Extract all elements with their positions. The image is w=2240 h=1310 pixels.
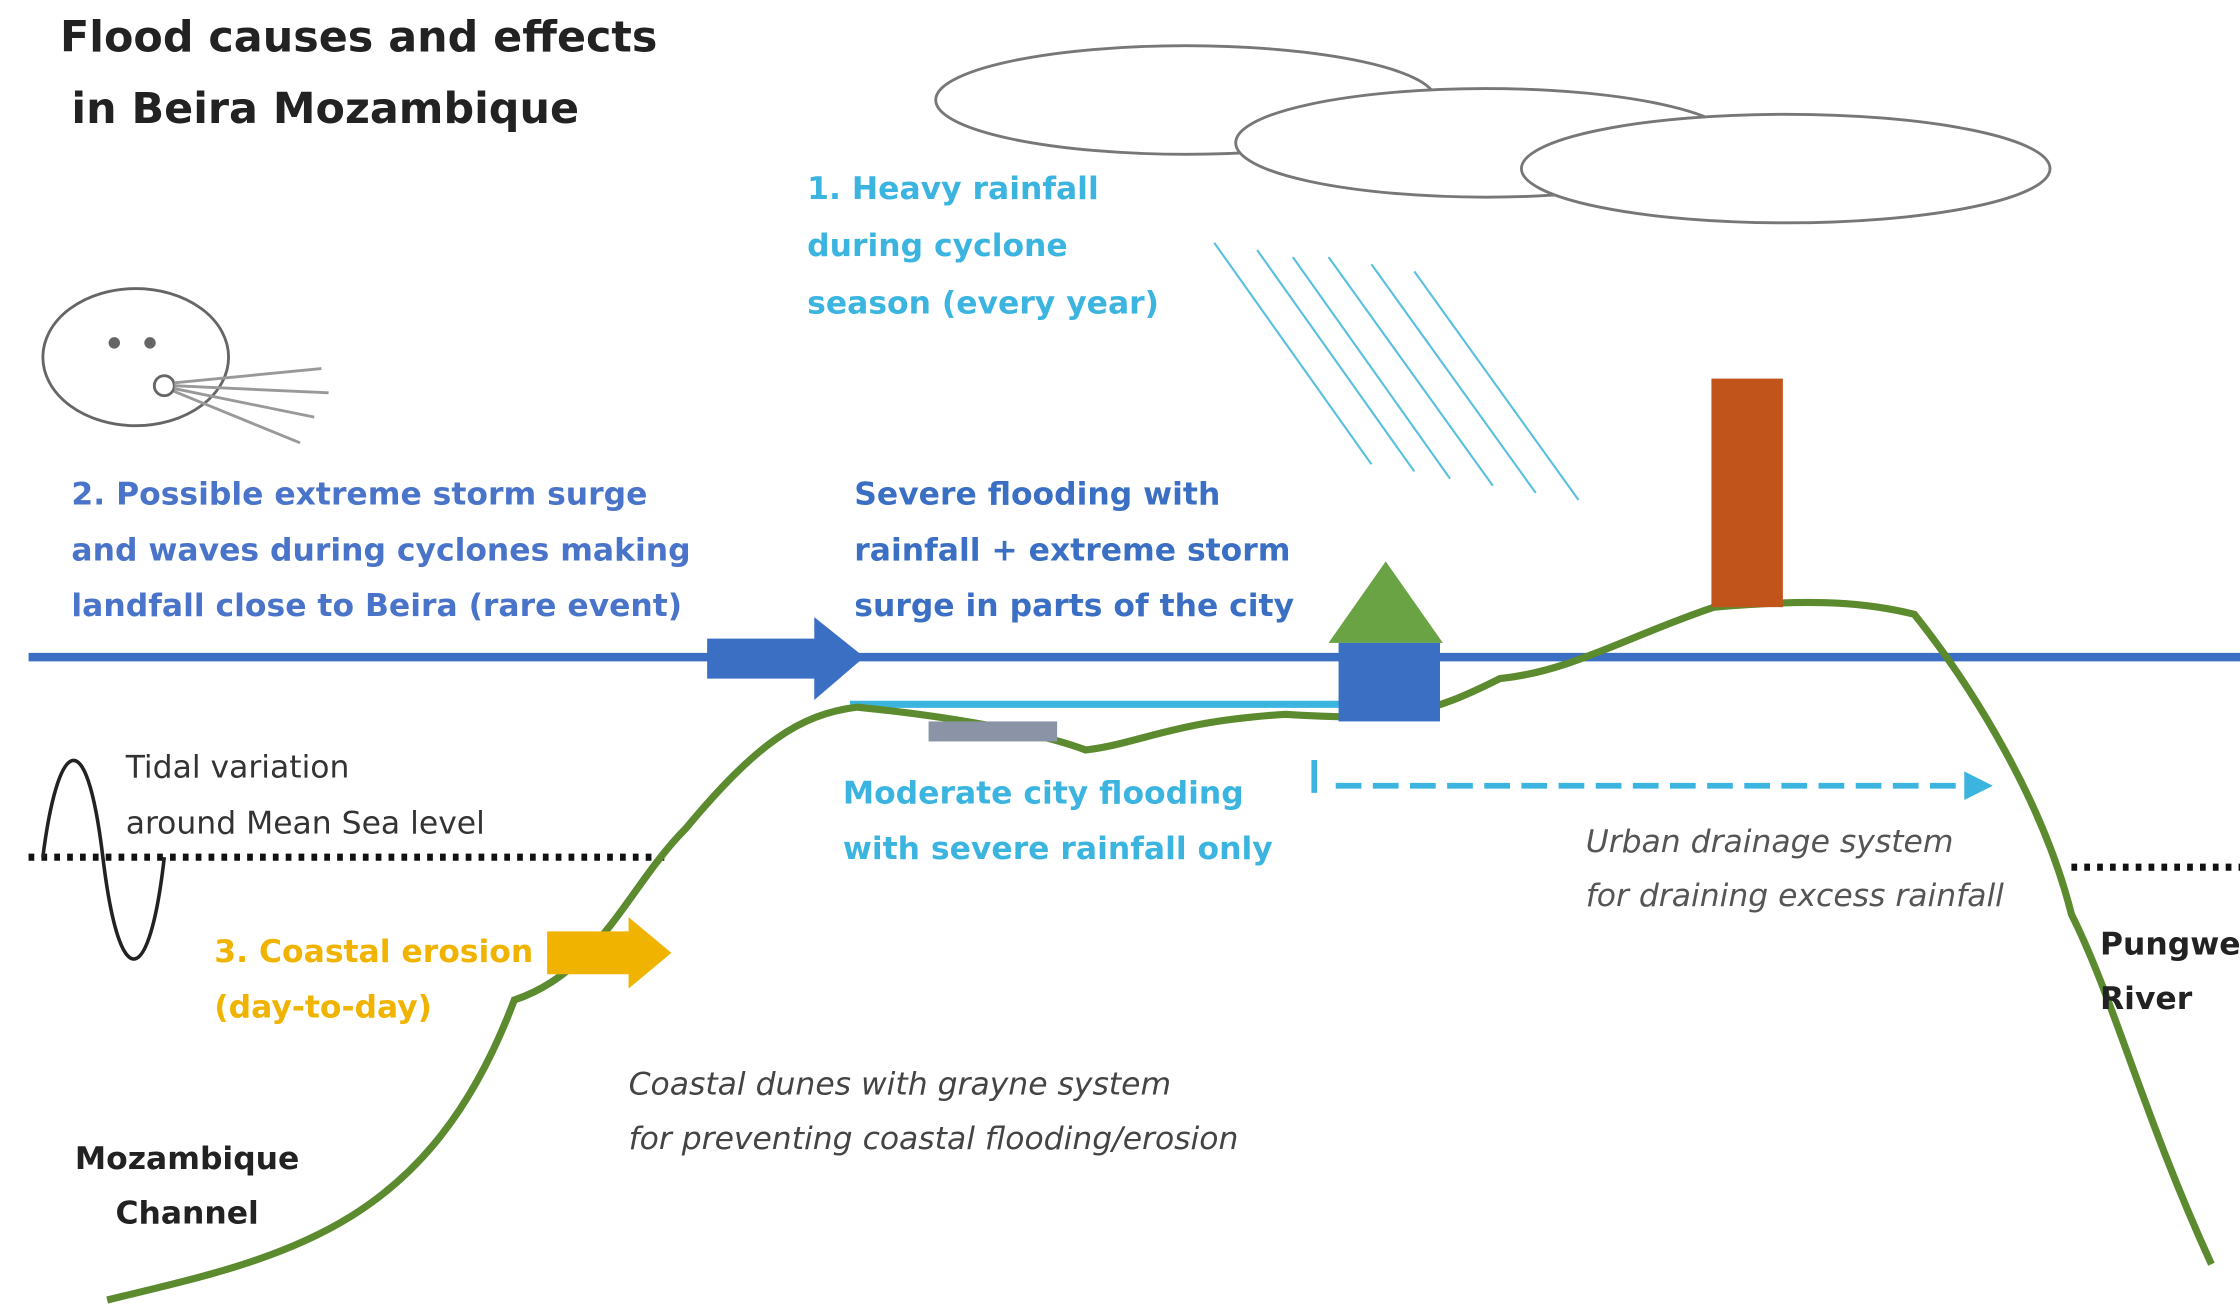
tide-wave bbox=[41, 758, 167, 961]
annotation: and waves during cyclones making bbox=[71, 532, 690, 568]
annotation: 3. Coastal erosion bbox=[214, 934, 533, 970]
annotation: during cyclone bbox=[807, 228, 1068, 264]
annotation: rainfall + extreme storm bbox=[854, 532, 1290, 568]
erosion-arrow bbox=[547, 917, 672, 989]
annotation: for draining excess rainfall bbox=[1586, 878, 2004, 914]
annotation: with severe rainfall only bbox=[843, 831, 1273, 867]
annotation: Severe flooding with bbox=[854, 477, 1220, 513]
house bbox=[1338, 642, 1440, 722]
annotation: Channel bbox=[115, 1195, 258, 1231]
annotation: Coastal dunes with grayne system bbox=[629, 1067, 1171, 1103]
title: Flood causes and effects bbox=[60, 13, 657, 63]
annotation: Urban drainage system bbox=[1586, 824, 1954, 860]
drain bbox=[928, 721, 1058, 742]
annotation: River bbox=[2100, 981, 2193, 1017]
house-roof bbox=[1328, 561, 1443, 643]
annotation: surge in parts of the city bbox=[854, 588, 1294, 624]
rain bbox=[1213, 242, 1580, 501]
title: in Beira Mozambique bbox=[71, 84, 579, 134]
annotation: season (every year) bbox=[807, 285, 1159, 321]
tall-building bbox=[1711, 378, 1783, 608]
annotation: (day-to-day) bbox=[214, 990, 432, 1026]
annotation: Mozambique bbox=[75, 1141, 299, 1177]
annotation: Pungwe bbox=[2100, 927, 2240, 963]
annotation: landfall close to Beira (rare event) bbox=[71, 588, 682, 624]
annotation: Tidal variation bbox=[125, 750, 350, 786]
surge-arrow bbox=[707, 617, 865, 700]
rain-clouds bbox=[934, 44, 2052, 225]
drainage-arrowhead bbox=[1964, 771, 1993, 800]
annotation: 1. Heavy rainfall bbox=[807, 171, 1099, 207]
annotation: Moderate city flooding bbox=[843, 775, 1244, 811]
annotation: 2. Possible extreme storm surge bbox=[71, 477, 647, 513]
annotation: for preventing coastal flooding/erosion bbox=[629, 1121, 1239, 1157]
annotation: around Mean Sea level bbox=[126, 805, 485, 841]
wind-cloud bbox=[41, 287, 329, 445]
